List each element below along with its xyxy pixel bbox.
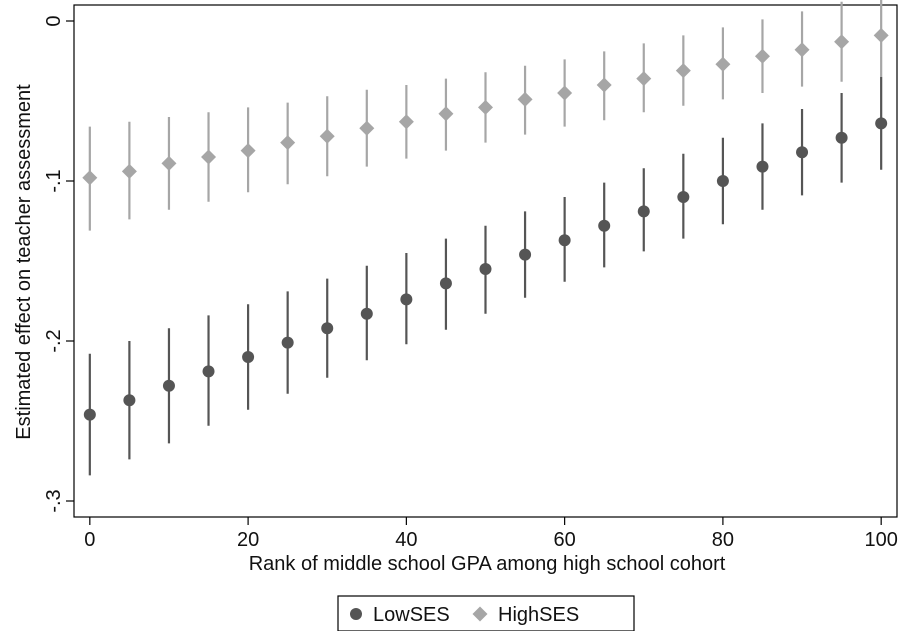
data-point-circle <box>796 146 809 159</box>
data-point-circle <box>281 336 294 349</box>
data-point-diamond <box>517 91 533 107</box>
x-tick-label: 60 <box>554 529 576 551</box>
data-point-diamond <box>794 42 810 58</box>
data-point-diamond <box>359 120 375 136</box>
x-axis-title: Rank of middle school GPA among high sch… <box>249 553 726 575</box>
data-point-circle <box>162 379 175 392</box>
data-point-circle <box>677 191 690 203</box>
data-point-circle <box>400 293 413 306</box>
data-point-circle <box>439 277 452 290</box>
data-point-diamond <box>715 56 731 72</box>
data-point-diamond <box>240 143 256 159</box>
x-tick-label: 100 <box>864 529 897 551</box>
series-highses <box>82 0 889 231</box>
data-point-diamond <box>121 163 137 179</box>
data-point-circle <box>83 408 96 421</box>
data-point-diamond <box>161 155 177 171</box>
data-point-circle <box>756 160 769 173</box>
data-point-circle <box>519 248 532 261</box>
series-layer <box>82 0 889 476</box>
legend-label-lowses: LowSES <box>373 604 450 626</box>
data-point-diamond <box>754 48 770 64</box>
legend-marker-circle <box>350 608 362 620</box>
data-point-diamond <box>201 149 217 165</box>
x-axis: 0 20 40 60 80 100 <box>84 517 898 551</box>
y-tick-label: -.1 <box>43 169 65 192</box>
data-point-diamond <box>438 106 454 122</box>
data-point-circle <box>598 219 611 232</box>
data-point-circle <box>479 263 492 275</box>
y-axis: -.3 -.2 -.1 0 <box>43 15 74 513</box>
data-point-circle <box>875 117 888 130</box>
data-point-diamond <box>834 34 850 50</box>
legend: LowSES HighSES <box>337 595 635 631</box>
data-point-diamond <box>675 63 691 79</box>
data-point-diamond <box>596 77 612 93</box>
data-point-circle <box>123 394 136 407</box>
data-point-circle <box>360 307 373 320</box>
data-point-diamond <box>636 71 652 87</box>
data-point-diamond <box>398 114 414 130</box>
series-lowses <box>83 77 888 476</box>
data-point-circle <box>242 351 255 363</box>
y-tick-label: -.2 <box>43 329 65 352</box>
y-axis-title: Estimated effect on teacher assessment <box>13 84 35 440</box>
data-point-circle <box>835 131 848 144</box>
data-point-diamond <box>557 85 573 101</box>
data-point-diamond <box>873 27 889 43</box>
x-tick-label: 20 <box>237 529 259 551</box>
data-point-circle <box>321 322 334 335</box>
plot-frame <box>73 4 898 518</box>
data-point-diamond <box>82 170 98 186</box>
legend-marker-diamond <box>472 606 488 622</box>
y-tick-label: -.3 <box>43 489 65 512</box>
y-tick-label: 0 <box>43 15 65 26</box>
x-tick-label: 80 <box>712 529 734 551</box>
x-tick-label: 40 <box>395 529 417 551</box>
plot-area-border <box>73 4 898 518</box>
legend-label-highses: HighSES <box>498 604 579 626</box>
data-point-circle <box>637 205 650 218</box>
data-point-diamond <box>478 99 493 115</box>
data-point-diamond <box>280 135 296 151</box>
data-point-circle <box>558 234 571 247</box>
data-point-circle <box>716 175 729 187</box>
data-point-diamond <box>319 128 335 144</box>
data-point-circle <box>202 365 215 378</box>
x-tick-label: 0 <box>84 529 95 551</box>
